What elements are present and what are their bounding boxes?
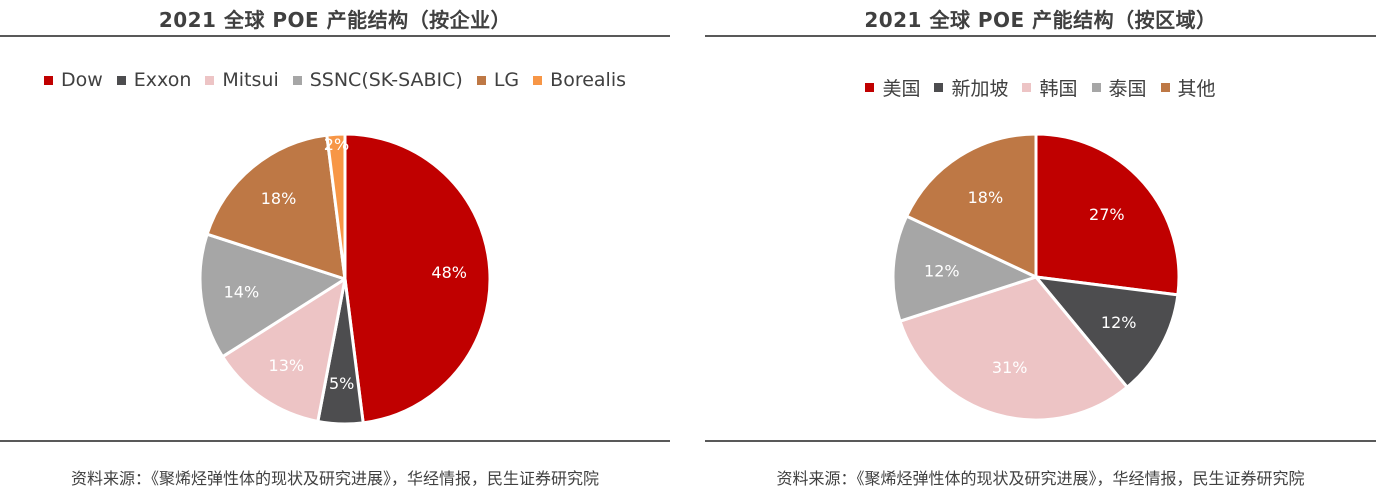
legend-label: LG (493, 69, 520, 91)
legend-label: 其他 (1177, 78, 1216, 100)
data-label: 12% (1101, 313, 1137, 332)
pie-chart: 48% 5% 13% 14% 18% 2% (198, 132, 492, 426)
chart-legend: 美国 新加坡 韩国 泰国 其他 (705, 74, 1376, 101)
source-divider (705, 440, 1376, 442)
pie-slice-mitsui (221, 277, 347, 423)
legend-item: Borealis (533, 69, 626, 91)
title-divider (705, 35, 1376, 37)
pie-slice-美国 (1034, 132, 1181, 297)
legend-swatch (292, 75, 302, 85)
chart-legend: Dow Exxon Mitsui SSNC(SK-SABIC) LG Borealis (0, 69, 670, 91)
title-divider (0, 35, 670, 37)
pie-slice-dow (343, 132, 492, 425)
source-note: 资料来源：《聚烯烃弹性体的现状及研究进展》，华经情报，民生证券研究院 (70, 469, 599, 488)
legend-item: 韩国 (1022, 74, 1078, 101)
data-label: 5% (329, 374, 354, 393)
legend-swatch (116, 75, 126, 85)
legend-label: 泰国 (1108, 78, 1147, 100)
pie-slice-其他 (905, 132, 1038, 279)
legend-label: Mitsui (222, 69, 279, 91)
legend-label: 美国 (882, 78, 921, 100)
chart-title: 2021 全球 POE 产能结构（按企业） (158, 8, 512, 32)
legend-label: Dow (61, 69, 103, 91)
legend-swatch (476, 75, 486, 85)
legend-swatch (865, 83, 875, 92)
chart-panel-company: 2021 全球 POE 产能结构（按企业） Dow Exxon Mitsui SSNC… (0, 0, 670, 497)
chart-title: 2021 全球 POE 产能结构（按区域） (864, 8, 1217, 32)
chart-panel-region: 2021 全球 POE 产能结构（按区域） 美国 新加坡 韩国 泰国 其他 27% 12%… (705, 0, 1376, 497)
legend-item: Exxon (116, 69, 192, 91)
legend-item: LG (476, 69, 520, 91)
data-label: 2% (324, 135, 349, 154)
data-label: 18% (968, 188, 1004, 207)
legend-label: 韩国 (1039, 78, 1078, 100)
data-label: 18% (261, 189, 297, 208)
legend-label: Borealis (550, 69, 626, 91)
legend-item: 美国 (865, 74, 920, 101)
pie-slice-ssnc-sk-sabic (198, 232, 347, 359)
pie-chart: 27% 12% 31% 12% 18% (891, 132, 1181, 422)
pie-slice-borealis (325, 132, 347, 281)
data-label: 27% (1089, 205, 1125, 224)
data-label: 12% (924, 262, 960, 281)
pie-slice-泰国 (891, 214, 1038, 323)
legend-item: 泰国 (1091, 74, 1147, 101)
legend-item: SSNC(SK-SABIC) (292, 69, 463, 91)
data-label: 31% (992, 358, 1028, 377)
data-label: 48% (431, 263, 467, 282)
data-label: 14% (224, 283, 260, 302)
legend-item: 其他 (1160, 74, 1216, 101)
legend-swatch (205, 75, 215, 85)
legend-label: SSNC(SK-SABIC) (309, 69, 463, 91)
legend-item: 新加坡 (934, 74, 1008, 101)
legend-swatch (533, 75, 543, 85)
legend-item: Mitsui (205, 69, 279, 91)
legend-swatch (44, 75, 53, 85)
pie-slice-lg (205, 133, 347, 281)
legend-swatch (1160, 83, 1170, 92)
pie-slice-韩国 (898, 275, 1129, 422)
legend-item: Dow (44, 69, 103, 91)
legend-swatch (1022, 83, 1032, 92)
legend-label: Exxon (133, 69, 192, 91)
pie-slice-新加坡 (1034, 275, 1180, 389)
data-label: 13% (269, 356, 305, 375)
source-note: 资料来源：《聚烯烃弹性体的现状及研究进展》，华经情报，民生证券研究院 (776, 469, 1305, 488)
source-divider (0, 440, 670, 442)
legend-label: 新加坡 (951, 78, 1009, 100)
legend-swatch (934, 83, 944, 92)
legend-swatch (1091, 83, 1101, 92)
